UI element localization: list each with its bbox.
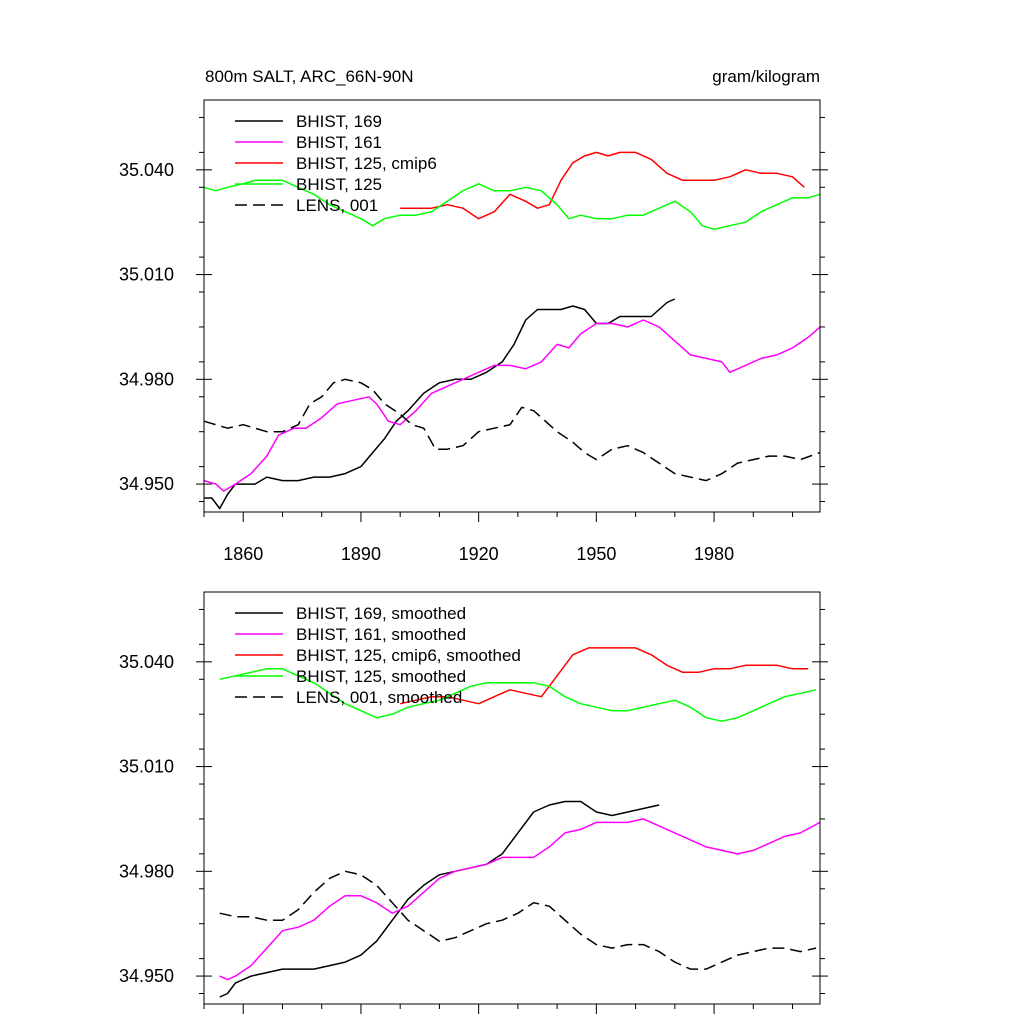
y-tick-label: 35.010 <box>119 757 174 777</box>
series-line-4 <box>203 378 821 482</box>
x-tick-label: 1980 <box>694 544 734 564</box>
y-tick-label: 34.980 <box>119 369 174 389</box>
y-tick-label: 35.010 <box>119 265 174 285</box>
bottom-panel-lines <box>219 647 821 998</box>
y-tick-label: 34.980 <box>119 861 174 881</box>
legend-label-0: BHIST, 169 <box>296 112 382 131</box>
legend-label-4: LENS, 001, smoothed <box>296 688 462 707</box>
x-tick-label: 1950 <box>576 544 616 564</box>
legend-label-4: LENS, 001 <box>296 196 378 215</box>
top-panel: 800m SALT, ARC_66N-90N gram/kilogram 34.… <box>119 67 828 564</box>
series-line-4 <box>219 870 817 970</box>
legend-label-1: BHIST, 161, smoothed <box>296 625 466 644</box>
bottom-panel-ticks: 34.950 34.980 35.010 35.040 <box>119 608 828 1014</box>
top-panel-lines <box>203 151 821 510</box>
legend-label-2: BHIST, 125, cmip6 <box>296 154 437 173</box>
bottom-panel-frame <box>203 591 821 1005</box>
legend-label-3: BHIST, 125 <box>296 175 382 194</box>
bottom-panel: 34.950 34.980 35.010 35.040 BHIST, 169, smo… <box>119 591 828 1014</box>
y-tick-label: 34.950 <box>119 474 174 494</box>
series-line-2 <box>400 647 809 705</box>
series-line-0 <box>204 298 676 510</box>
y-tick-label: 35.040 <box>119 160 174 180</box>
top-panel-title: 800m SALT, ARC_66N-90N <box>205 67 414 86</box>
bottom-panel-legend: BHIST, 169, smoothed BHIST, 161, smoothed… <box>235 604 521 707</box>
legend-label-0: BHIST, 169, smoothed <box>296 604 466 623</box>
legend-label-1: BHIST, 161 <box>296 133 382 152</box>
y-tick-label: 35.040 <box>119 652 174 672</box>
series-line-1 <box>203 319 821 492</box>
series-line-1 <box>219 818 821 981</box>
x-tick-label: 1860 <box>223 544 263 564</box>
legend-label-3: BHIST, 125, smoothed <box>296 667 466 686</box>
x-tick-label: 1890 <box>341 544 381 564</box>
series-line-2 <box>400 151 805 220</box>
series-line-0 <box>219 800 660 998</box>
top-panel-legend: BHIST, 169 BHIST, 161 BHIST, 125, cmip6 BHI… <box>235 112 437 215</box>
series-line-3 <box>219 668 817 722</box>
y-tick-label: 34.950 <box>119 966 174 986</box>
x-tick-label: 1920 <box>459 544 499 564</box>
legend-label-2: BHIST, 125, cmip6, smoothed <box>296 646 521 665</box>
series-line-3 <box>203 179 821 230</box>
top-panel-units: gram/kilogram <box>712 67 820 86</box>
top-panel-frame <box>203 99 821 513</box>
